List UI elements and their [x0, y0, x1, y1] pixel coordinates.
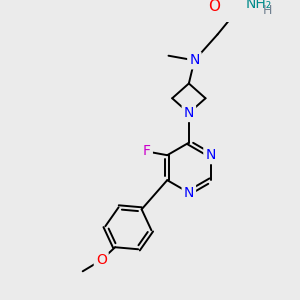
Text: H: H [263, 4, 272, 17]
Text: O: O [208, 0, 220, 14]
Text: O: O [96, 253, 107, 267]
Text: F: F [143, 145, 151, 158]
Text: N: N [184, 106, 194, 120]
Text: N: N [205, 148, 216, 162]
Text: NH₂: NH₂ [245, 0, 272, 11]
Text: N: N [189, 53, 200, 67]
Text: N: N [184, 186, 194, 200]
